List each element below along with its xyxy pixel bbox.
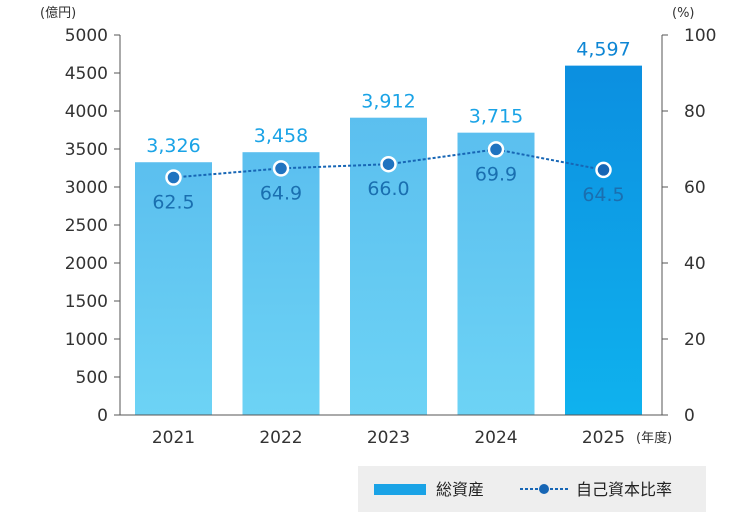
bar-value-label: 3,912 — [361, 91, 415, 113]
line-marker-2022 — [272, 160, 290, 177]
x-tick-label: 2024 — [474, 428, 517, 448]
right-tick-label: 0 — [684, 406, 695, 426]
x-tick-label: 2023 — [367, 428, 410, 448]
bar-value-label: 3,715 — [469, 106, 523, 128]
line-series: 62.5 64.9 66.0 69.9 64.5 — [152, 141, 625, 214]
left-tick-label: 4500 — [65, 64, 108, 84]
bar-value-label: 3,458 — [254, 125, 308, 147]
bar-2021 — [135, 162, 212, 415]
legend-bar-label: 総資産 — [436, 480, 484, 499]
left-tick-label: 500 — [76, 368, 108, 388]
x-tick-label: 2021 — [152, 428, 195, 448]
bar-2024 — [457, 132, 535, 415]
right-tick-label: 100 — [684, 26, 716, 46]
legend-line-label: 自己資本比率 — [576, 480, 672, 499]
legend-line-marker — [539, 484, 549, 494]
line-value-label: 64.9 — [260, 182, 302, 204]
legend: 総資産 自己資本比率 — [358, 466, 706, 512]
bar-series: 3,326 3,458 3,912 3,715 4,597 — [135, 39, 642, 416]
left-axis: 0 500 1000 1500 2000 2500 3000 3500 4000 4500 5000 — [65, 26, 121, 426]
left-tick-label: 2500 — [65, 216, 108, 236]
bar-value-label: 3,326 — [146, 135, 200, 157]
line-marker-2024 — [487, 141, 505, 158]
line-value-label: 66.0 — [367, 178, 409, 200]
line-value-label: 69.9 — [475, 163, 517, 185]
left-tick-label: 1500 — [65, 292, 108, 312]
line-marker-2023 — [380, 155, 397, 173]
line-value-label: 64.5 — [582, 184, 624, 206]
left-tick-label: 0 — [97, 406, 108, 426]
bar-2022 — [242, 152, 320, 415]
x-axis-unit: (年度) — [636, 430, 672, 446]
left-tick-label: 4000 — [65, 102, 108, 122]
right-axis-unit: (%) — [672, 6, 695, 21]
right-tick-label: 80 — [684, 102, 706, 122]
x-tick-label: 2025 — [582, 428, 625, 448]
right-tick-label: 40 — [684, 254, 706, 274]
x-axis: 2021 2022 2023 2024 2025 — [120, 414, 662, 448]
x-tick-label: 2022 — [259, 428, 302, 448]
line-value-label: 62.5 — [152, 192, 194, 214]
left-tick-label: 2000 — [65, 254, 108, 274]
left-axis-unit: (億円) — [40, 5, 76, 21]
legend-bar-swatch — [374, 484, 426, 495]
left-tick-label: 3000 — [65, 178, 108, 198]
right-tick-label: 20 — [684, 330, 706, 350]
left-tick-label: 3500 — [65, 140, 108, 160]
line-marker-2025 — [595, 161, 612, 179]
left-tick-label: 1000 — [65, 330, 108, 350]
line-marker-2021 — [165, 169, 182, 186]
bar-2025 — [565, 65, 642, 416]
left-tick-label: 5000 — [65, 26, 108, 46]
right-axis: 0 20 40 60 80 100 — [661, 26, 716, 426]
right-tick-label: 60 — [684, 178, 706, 198]
bar-value-label: 4,597 — [576, 39, 630, 61]
